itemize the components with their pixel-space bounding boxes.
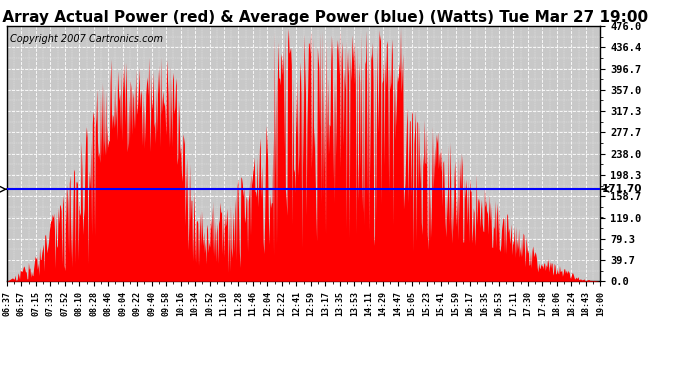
Text: 171.70: 171.70: [0, 184, 1, 194]
Text: 171.70: 171.70: [602, 184, 642, 194]
Title: East Array Actual Power (red) & Average Power (blue) (Watts) Tue Mar 27 19:00: East Array Actual Power (red) & Average …: [0, 10, 648, 25]
Text: Copyright 2007 Cartronics.com: Copyright 2007 Cartronics.com: [10, 34, 163, 44]
